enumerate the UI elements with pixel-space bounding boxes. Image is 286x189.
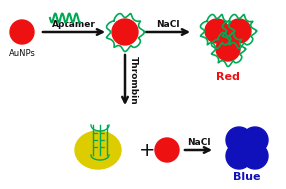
Text: Blue: Blue <box>233 172 261 182</box>
Text: Thrombin: Thrombin <box>129 56 138 104</box>
Circle shape <box>226 143 252 169</box>
Circle shape <box>226 127 252 153</box>
Circle shape <box>242 127 268 153</box>
Text: NaCl: NaCl <box>156 20 180 29</box>
Text: Red: Red <box>216 72 240 82</box>
Text: AuNPs: AuNPs <box>9 49 35 58</box>
Text: +: + <box>139 140 155 160</box>
Circle shape <box>205 19 229 43</box>
Circle shape <box>216 37 240 61</box>
Text: NaCl: NaCl <box>187 138 210 147</box>
Circle shape <box>112 19 138 45</box>
Circle shape <box>227 19 251 43</box>
Circle shape <box>10 20 34 44</box>
Ellipse shape <box>75 131 121 169</box>
Text: Aptamer: Aptamer <box>52 20 96 29</box>
Circle shape <box>242 143 268 169</box>
Circle shape <box>155 138 179 162</box>
